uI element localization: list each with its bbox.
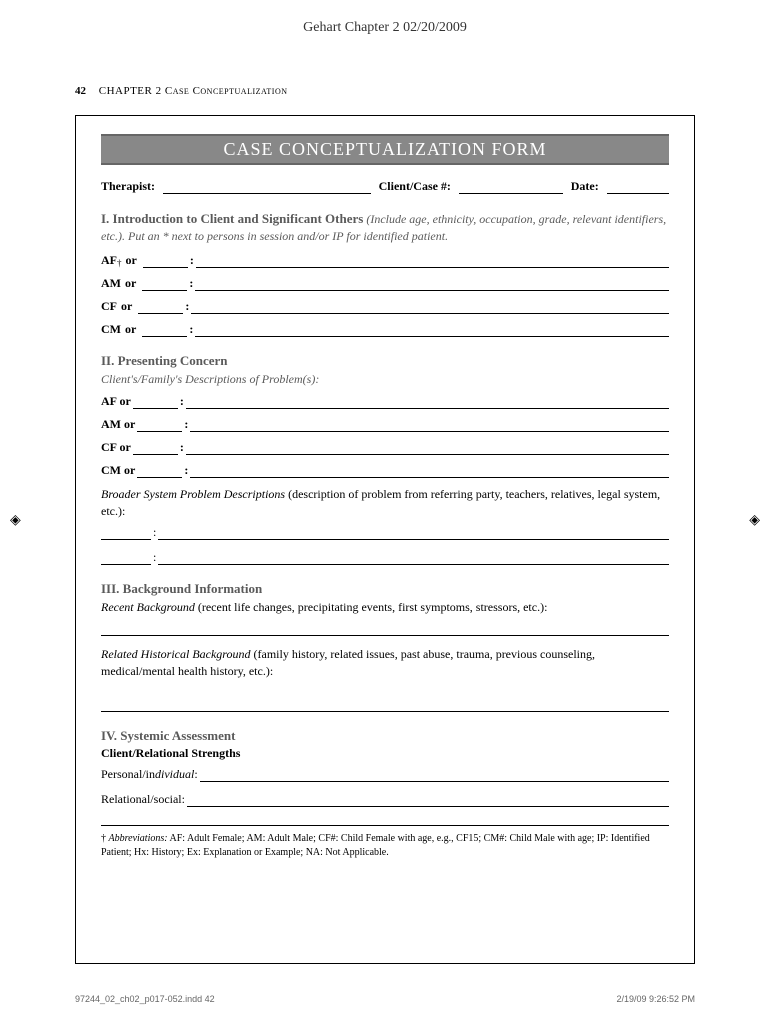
broader-long-1[interactable]	[158, 527, 669, 540]
broader-short-2[interactable]	[101, 552, 151, 565]
section-2: II. Presenting Concern Client's/Family's…	[101, 353, 669, 565]
personal-row: Personal/individual:	[101, 767, 669, 782]
af2-short-input[interactable]	[133, 396, 178, 409]
relational-row: Relational/social:	[101, 792, 669, 807]
cm2-long-input[interactable]	[190, 465, 669, 478]
section-4-sub: Client/Relational Strengths	[101, 746, 669, 761]
crop-mark-left-icon: ◈	[10, 512, 21, 529]
section-2-heading: II. Presenting Concern	[101, 353, 669, 369]
section-1-heading: I. Introduction to Client and Significan…	[101, 211, 363, 226]
broader-label-italic: Broader System Problem Descriptions	[101, 487, 285, 501]
cm2-row: CM or :	[101, 463, 669, 478]
date-input-line[interactable]	[607, 180, 669, 194]
related-input-line[interactable]	[101, 694, 669, 712]
date-label: Date:	[571, 179, 599, 194]
cm2-label: CM or	[101, 463, 135, 478]
section-1: I. Introduction to Client and Significan…	[101, 210, 669, 337]
colon: :	[180, 440, 184, 455]
or-text: or	[125, 276, 136, 291]
am-label: AM	[101, 276, 121, 291]
cf-long-input[interactable]	[191, 301, 669, 314]
chapter-label: CHAPTER 2 Case Conceptualization	[99, 85, 288, 97]
or-text: or	[125, 322, 136, 337]
relational-label: Relational/social:	[101, 792, 185, 807]
therapist-input-line[interactable]	[163, 180, 371, 194]
page-header: 42 CHAPTER 2 Case Conceptualization	[75, 85, 288, 97]
or-text: or	[121, 299, 132, 314]
colon: :	[153, 550, 156, 565]
am2-long-input[interactable]	[190, 419, 669, 432]
cf2-row: CF or :	[101, 440, 669, 455]
am2-short-input[interactable]	[137, 419, 182, 432]
abbrev-divider	[101, 825, 669, 826]
am2-row: AM or :	[101, 417, 669, 432]
abbreviations-note: † Abbreviations: AF: Adult Female; AM: A…	[101, 832, 669, 860]
am-short-input[interactable]	[142, 278, 187, 291]
form-container: CASE CONCEPTUALIZATION FORM Therapist: C…	[75, 115, 695, 964]
cf-short-input[interactable]	[138, 301, 183, 314]
dagger-icon: †	[117, 258, 122, 268]
af2-row: AF or :	[101, 394, 669, 409]
colon: :	[184, 417, 188, 432]
colon: :	[180, 394, 184, 409]
cf-label: CF	[101, 299, 117, 314]
af-short-input[interactable]	[143, 255, 188, 268]
recent-bg-italic: Recent Background	[101, 600, 195, 614]
personal-label: Personal/individual:	[101, 767, 198, 782]
am-long-input[interactable]	[195, 278, 669, 291]
footer-right: 2/19/09 9:26:52 PM	[616, 994, 695, 1004]
crop-mark-right-icon: ◈	[749, 512, 760, 529]
cf-row: CF or :	[101, 299, 669, 314]
broader-row-1: :	[101, 525, 669, 540]
colon: :	[190, 253, 194, 268]
section-4-heading: IV. Systemic Assessment	[101, 728, 669, 744]
cm-short-input[interactable]	[142, 324, 187, 337]
af2-long-input[interactable]	[186, 396, 669, 409]
cf2-long-input[interactable]	[186, 442, 669, 455]
footer-left: 97244_02_ch02_p017-052.indd 42	[75, 994, 215, 1004]
cf2-short-input[interactable]	[133, 442, 178, 455]
colon: :	[185, 299, 189, 314]
colon: :	[184, 463, 188, 478]
client-case-label: Client/Case #:	[379, 179, 451, 194]
cf2-label: CF or	[101, 440, 131, 455]
recent-input-line[interactable]	[101, 618, 669, 636]
cm-row: CM or :	[101, 322, 669, 337]
am2-label: AM or	[101, 417, 135, 432]
abbrev-text: AF: Adult Female; AM: Adult Male; CF#: C…	[101, 833, 650, 858]
section-3-heading: III. Background Information	[101, 581, 669, 597]
colon: :	[189, 276, 193, 291]
broader-short-1[interactable]	[101, 527, 151, 540]
af-row: AF† or :	[101, 253, 669, 268]
section-3: III. Background Information Recent Backg…	[101, 581, 669, 711]
broader-long-2[interactable]	[158, 552, 669, 565]
form-title: CASE CONCEPTUALIZATION FORM	[101, 134, 669, 165]
recent-bg-rest: (recent life changes, precipitating even…	[195, 600, 548, 614]
section-4: IV. Systemic Assessment Client/Relationa…	[101, 728, 669, 807]
colon: :	[189, 322, 193, 337]
dagger-icon: †	[101, 833, 106, 844]
or-text: or	[126, 253, 137, 268]
cm-long-input[interactable]	[195, 324, 669, 337]
therapist-label: Therapist:	[101, 179, 155, 194]
broader-row-2: :	[101, 550, 669, 565]
document-header: Gehart Chapter 2 02/20/2009	[0, 0, 770, 36]
header-fields-row: Therapist: Client/Case #: Date:	[101, 179, 669, 194]
related-bg-italic: Related Historical Background	[101, 647, 251, 661]
relational-input[interactable]	[187, 794, 669, 807]
am-row: AM or :	[101, 276, 669, 291]
cm-label: CM	[101, 322, 121, 337]
abbrev-label: Abbreviations:	[109, 833, 168, 844]
cm2-short-input[interactable]	[137, 465, 182, 478]
colon: :	[153, 525, 156, 540]
section-2-subtext: Client's/Family's Descriptions of Proble…	[101, 371, 669, 388]
af-long-input[interactable]	[196, 255, 669, 268]
page-number: 42	[75, 85, 86, 97]
af2-label: AF or	[101, 394, 131, 409]
client-case-input-line[interactable]	[459, 180, 563, 194]
af-label: AF	[101, 253, 117, 268]
personal-input[interactable]	[200, 769, 669, 782]
